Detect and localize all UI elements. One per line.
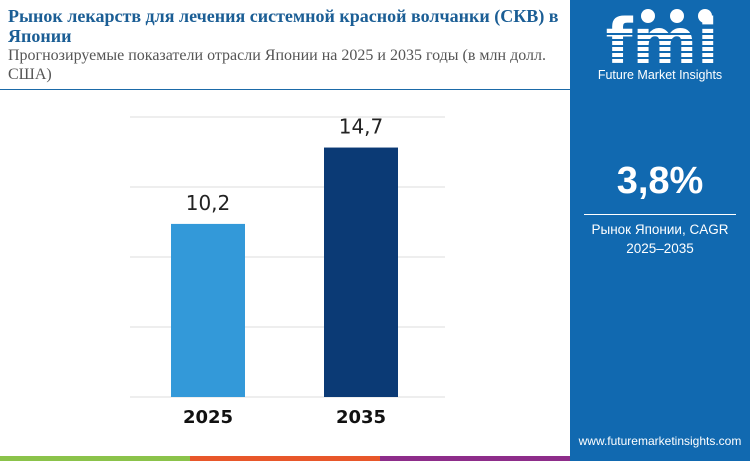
color-strip-purple xyxy=(380,456,570,461)
cagr-period: 2025–2035 xyxy=(626,241,694,256)
website-link[interactable]: www.futuremarketinsights.com xyxy=(578,434,742,448)
color-strip-green xyxy=(0,456,190,461)
bar-chart: 10,2 2025 14,7 2035 xyxy=(130,115,445,428)
page-title: Рынок лекарств для лечения системной кра… xyxy=(8,6,559,46)
x-tick-label: 2035 xyxy=(336,407,386,428)
x-tick-label: 2025 xyxy=(183,407,233,428)
sidebar: fmi Future Market Insights 3,8% Рынок Яп… xyxy=(570,0,750,461)
fmi-logo-icon: fmi xyxy=(592,8,732,68)
data-label: 10,2 xyxy=(186,191,231,215)
cagr-label-text: Рынок Японии, CAGR xyxy=(591,222,729,237)
bar-2025 xyxy=(171,223,245,397)
data-label: 14,7 xyxy=(339,115,384,139)
brand-name: Future Market Insights xyxy=(597,68,723,82)
divider xyxy=(584,214,736,215)
color-strip-orange xyxy=(190,456,380,461)
cagr-label: Рынок Японии, CAGR 2025–2035 xyxy=(570,220,750,258)
divider xyxy=(0,89,570,90)
bar-2035 xyxy=(324,147,398,397)
cagr-value: 3,8% xyxy=(616,160,704,202)
page-subtitle: Прогнозируемые показатели отрасли Японии… xyxy=(8,47,546,83)
